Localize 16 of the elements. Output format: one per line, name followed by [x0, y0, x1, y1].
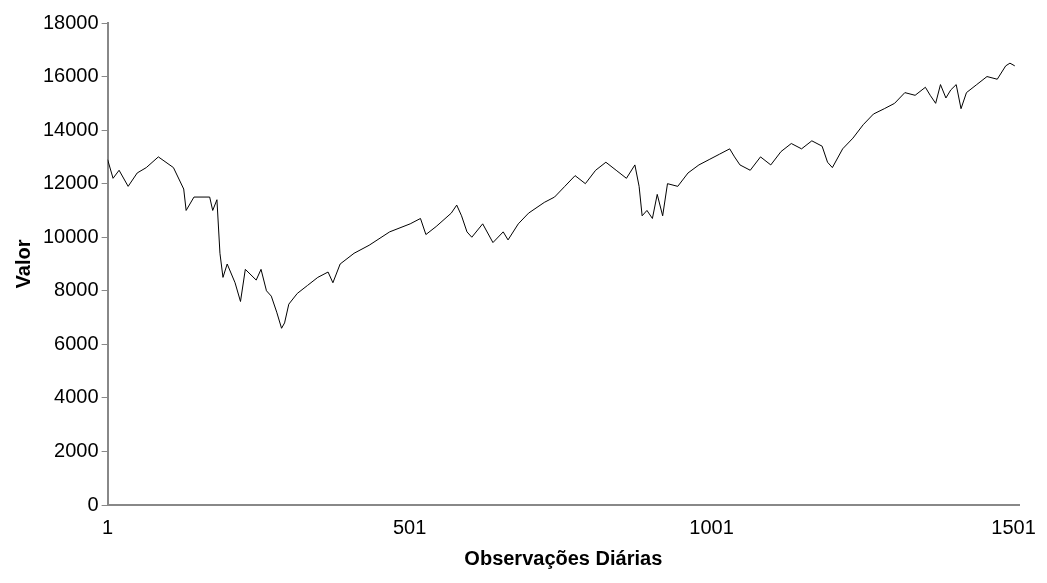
x-tick-label: 1 [102, 515, 114, 538]
x-tick-label: 1501 [991, 515, 1036, 538]
y-tick-label: 6000 [54, 331, 99, 354]
y-tick-label: 14000 [42, 117, 99, 140]
y-tick-label: 10000 [42, 224, 99, 247]
x-tick-label: 1001 [689, 515, 734, 538]
y-tick-label: 18000 [42, 10, 99, 33]
y-tick-label: 8000 [54, 278, 99, 301]
x-axis-title: Observações Diárias [464, 546, 663, 569]
y-tick-label: 4000 [54, 385, 99, 408]
y-tick-label: 0 [87, 492, 99, 515]
y-axis-title: Valor [11, 239, 34, 289]
y-tick-label: 12000 [42, 171, 99, 194]
x-tick-label: 501 [392, 515, 427, 538]
y-tick-label: 16000 [42, 64, 99, 87]
y-tick-label: 2000 [54, 438, 99, 461]
